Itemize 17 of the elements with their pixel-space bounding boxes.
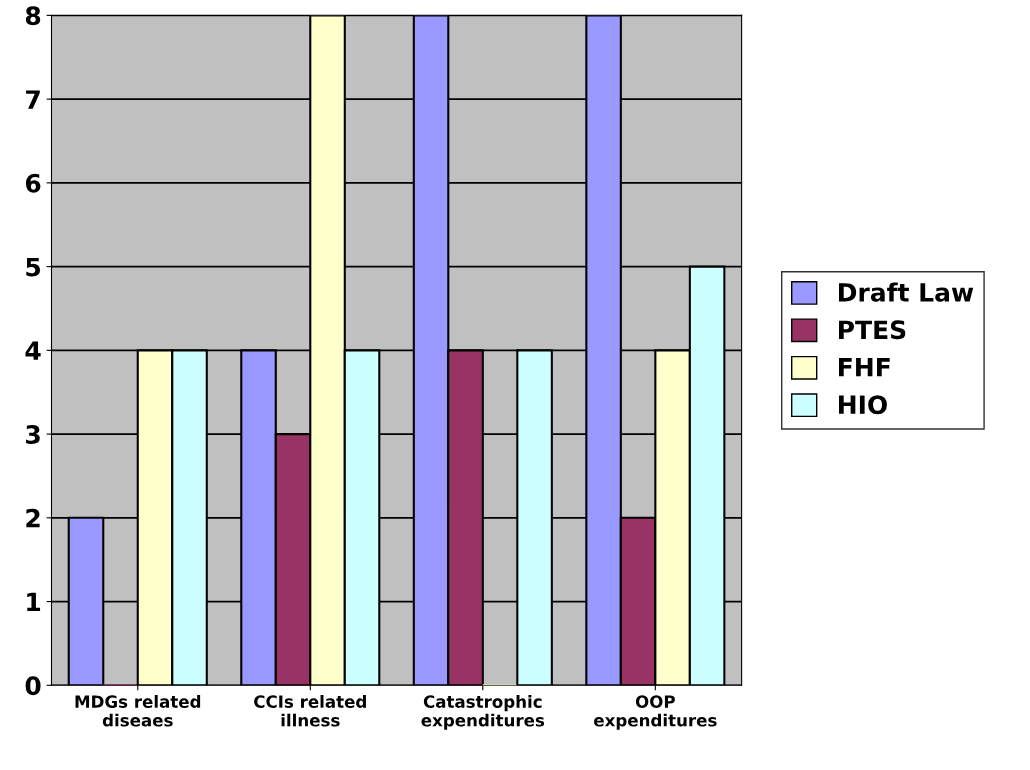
y-tick-label: 7: [26, 90, 40, 109]
legend-label: FHF: [839, 358, 890, 377]
x-tick-label: CCIs related illness: [254, 695, 366, 727]
y-tick-label: 2: [26, 508, 40, 528]
y-tick-label: 4: [25, 341, 41, 360]
y-tick-label: 6: [25, 173, 41, 193]
x-tick-label: OOP expenditures: [594, 695, 717, 730]
x-tick-label: MDGs related diseaes: [75, 695, 201, 727]
x-tick-label: Catastrophic expenditures: [421, 695, 545, 730]
y-tick-label: 3: [26, 425, 40, 444]
legend-label: HIO: [839, 395, 887, 415]
y-tick-label: 1: [27, 592, 41, 612]
y-tick-label: 8: [25, 6, 41, 26]
legend-label: PTES: [839, 320, 906, 340]
legend-label: Draft Law: [839, 282, 974, 302]
y-tick-label: 0: [25, 676, 41, 696]
y-tick-label: 5: [26, 257, 41, 277]
